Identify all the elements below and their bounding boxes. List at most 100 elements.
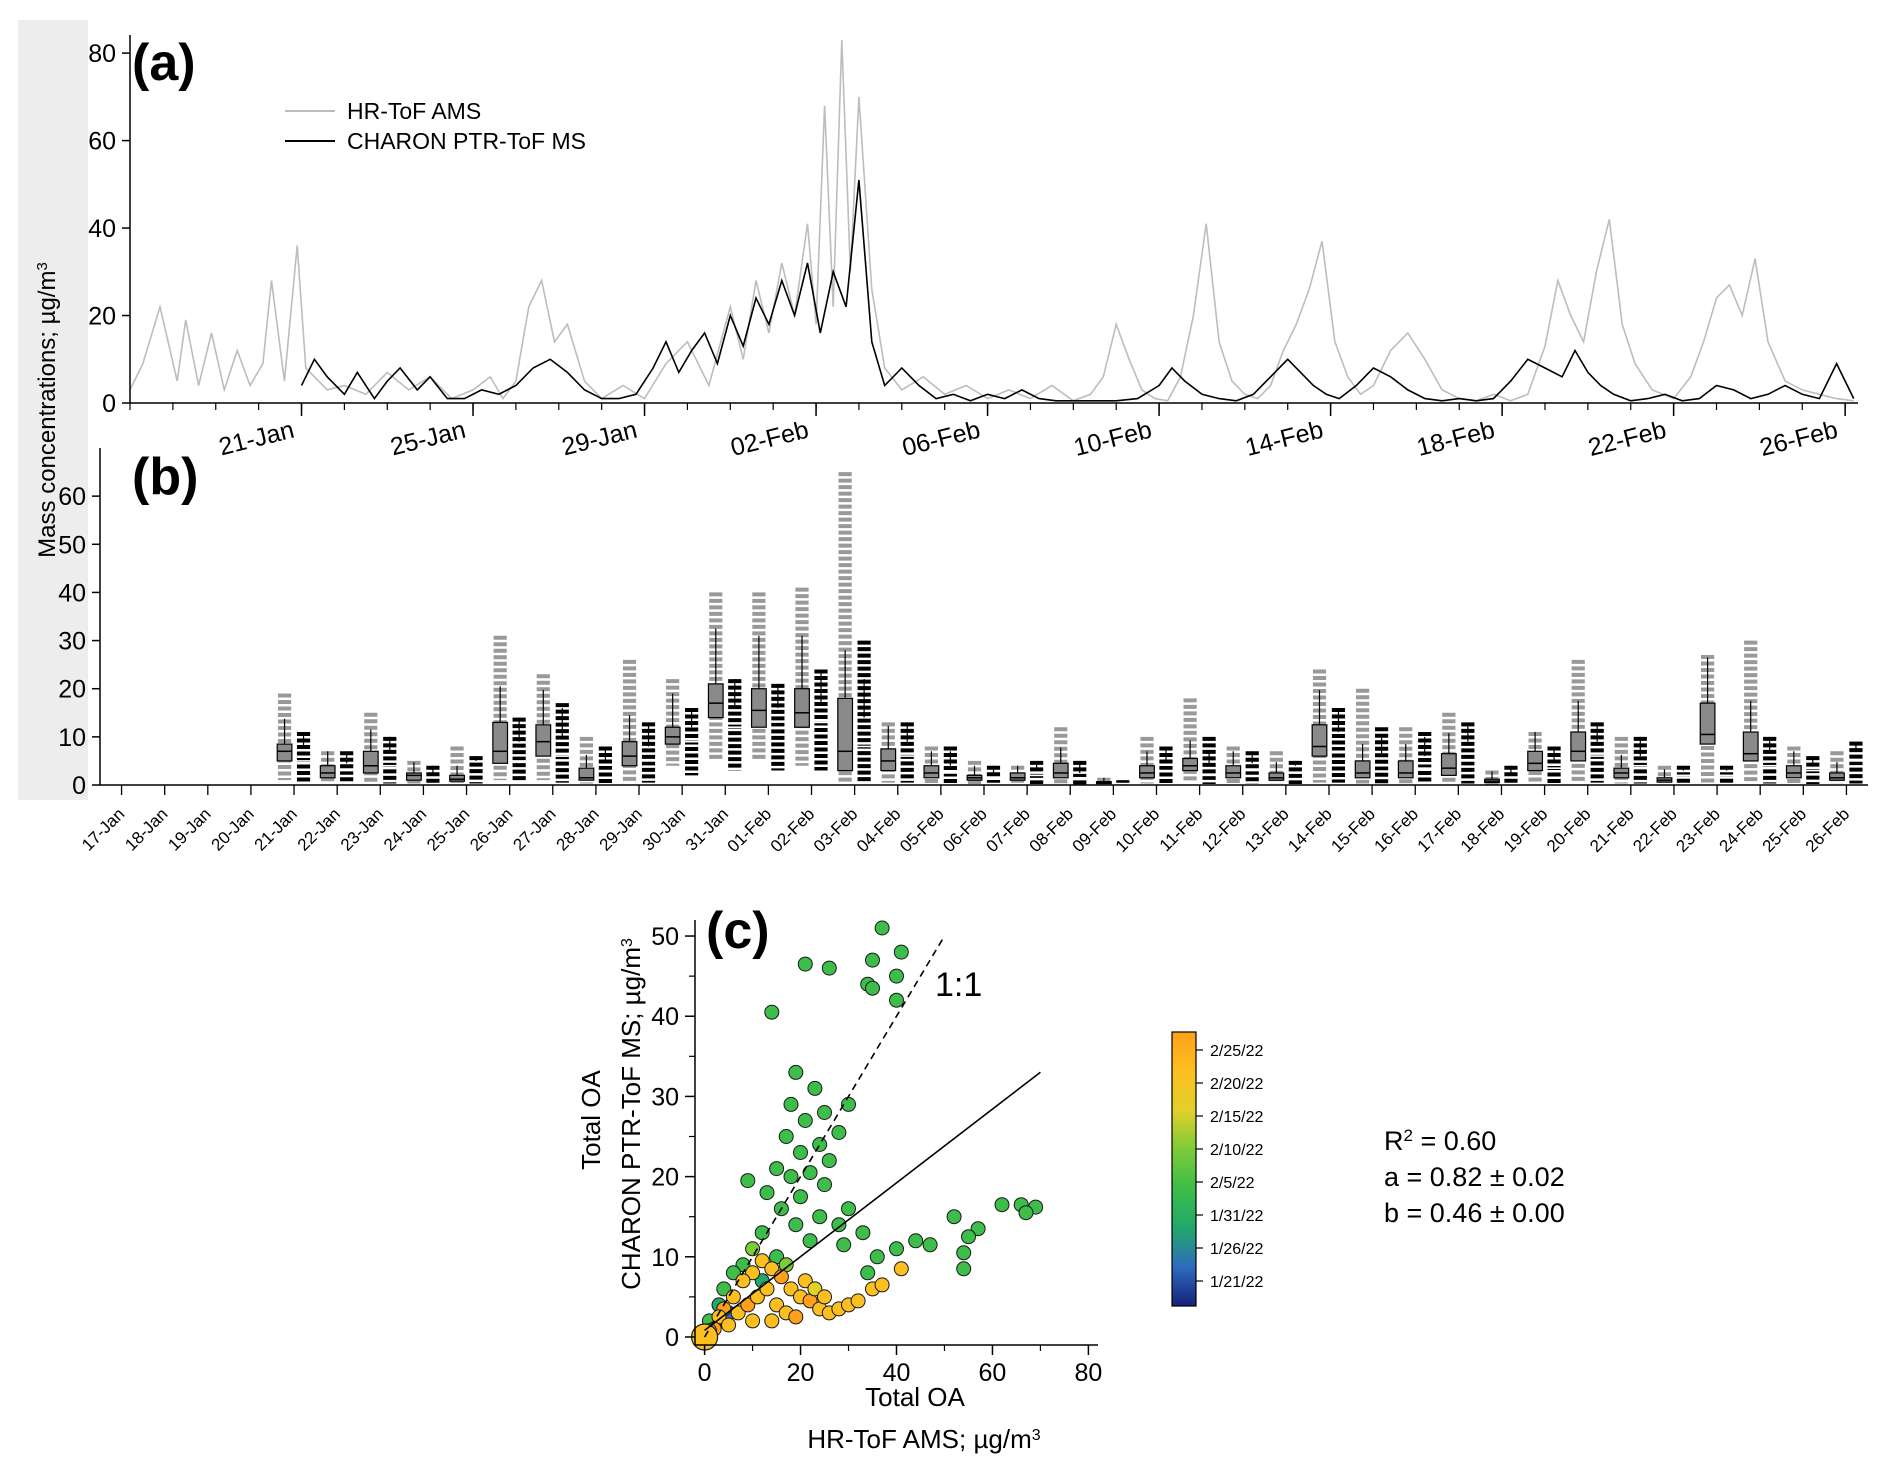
panel-b-ytick-label-30: 30	[58, 628, 86, 656]
panel-b-xtick-label-22: 08-Feb	[1026, 804, 1078, 856]
box-rect-ams-19	[923, 765, 940, 779]
panel-b-xtick-label-16: 02-Feb	[767, 804, 819, 856]
panel-b-ytick-label-40: 40	[58, 579, 86, 607]
panel-c-ytick-label-40: 40	[651, 1003, 679, 1031]
scatter-point-40	[956, 1245, 972, 1261]
scatter-point-48	[802, 1233, 818, 1249]
panel-a-ytick-label-80: 80	[88, 40, 116, 68]
scatter-point-5	[889, 968, 904, 984]
panel-b-xtick-label-17: 03-Feb	[810, 804, 862, 856]
scatter-point-4	[821, 960, 837, 976]
scatter-point-22	[802, 1165, 818, 1181]
panel-a-xtick-label-2: 29-Jan	[559, 416, 640, 462]
scatter-point-24	[740, 1173, 756, 1189]
panel-c-ytick-label-0: 0	[665, 1324, 679, 1352]
scatter-point-36	[961, 1229, 976, 1245]
scatter-point-19	[793, 1145, 808, 1160]
panel-b-xtick-label-9: 26-Jan	[466, 804, 516, 854]
scatter-point-94	[721, 1317, 737, 1333]
panel-c-ytick-label-20: 20	[651, 1164, 679, 1192]
scatter-point-27	[793, 1189, 808, 1205]
panel-a: (a) 0 20 40 60 80 21-Jan 25-Jan 29-Jan 02-Feb 06…	[88, 34, 1858, 462]
panel-b-ytick-label-60: 60	[58, 483, 86, 511]
panel-a-series-layer	[129, 39, 1855, 402]
panel-c: (c) 0 20 40 60 80 0 10 20 30 40 50 1:1 Total OA HR…	[576, 902, 1565, 1454]
panel-a-xtick-label-1: 25-Jan	[388, 416, 469, 462]
box-rect-ams-39	[1785, 765, 1802, 779]
panel-a-ytick-label-20: 20	[88, 303, 116, 331]
legend-label-charon: CHARON PTR-ToF MS	[347, 128, 586, 154]
scatter-point-8	[889, 992, 904, 1008]
box-rect-ams-16	[794, 688, 810, 728]
panel-b-label: (b)	[132, 448, 198, 506]
stat-b: b = 0.46 ± 0.00	[1384, 1198, 1565, 1228]
panel-a-xtick-label-7: 18-Feb	[1414, 416, 1498, 462]
panel-b-yaxis: 0 10 20 30 40 50 60	[58, 448, 101, 800]
scatter-point-64	[764, 1261, 780, 1277]
box-rect-ams-34	[1570, 731, 1587, 762]
colorbar-label-6: 1/26/22	[1210, 1241, 1263, 1258]
panel-b-xtick-label-7: 24-Jan	[380, 804, 430, 854]
panel-c-xtick-label-80: 80	[1074, 1359, 1102, 1387]
panel-c-ytick-label-50: 50	[651, 923, 679, 951]
scatter-point-7	[865, 980, 880, 996]
panel-a-xaxis: 21-Jan 25-Jan 29-Jan 02-Feb 06-Feb 10-Feb 14-F…	[129, 402, 1858, 462]
panel-a-xtick-label-6: 14-Feb	[1242, 416, 1326, 462]
panel-b-xtick-label-37: 23-Feb	[1672, 804, 1724, 856]
scatter-point-44	[831, 1217, 847, 1233]
box-rect-ams-28	[1311, 724, 1328, 757]
box-rect-ams-4	[276, 743, 293, 762]
colorbar-label-7: 1/21/22	[1210, 1274, 1263, 1291]
panel-a-label: (a)	[132, 34, 196, 92]
panel-b-xtick-label-25: 11-Feb	[1156, 804, 1207, 855]
box-rect-ams-29	[1354, 760, 1371, 779]
box-rect-ams-8	[449, 774, 465, 782]
box-rect-ams-25	[1182, 757, 1199, 772]
scatter-point-46	[788, 1217, 804, 1233]
colorbar-bar	[1171, 1031, 1197, 1307]
panel-b-xtick-label-33: 19-Feb	[1500, 804, 1552, 856]
scatter-point-28	[841, 1201, 856, 1217]
panel-c-xlabel2: HR-ToF AMS; µg/m3	[807, 1424, 1040, 1454]
scatter-point-10	[788, 1064, 804, 1080]
series-line-ams	[129, 39, 1854, 402]
panel-b-xtick-label-4: 21-Jan	[251, 804, 301, 854]
one-to-one-label: 1:1	[935, 966, 982, 1004]
panel-b-xtick-label-31: 17-Feb	[1414, 804, 1466, 856]
panel-b-ytick-label-0: 0	[72, 772, 86, 800]
scatter-point-97	[817, 1289, 832, 1305]
panel-a-xtick-label-3: 02-Feb	[728, 416, 812, 462]
box-rect-ams-33	[1527, 750, 1544, 772]
scatter-point-38	[922, 1237, 938, 1253]
scatter-point-41	[869, 1249, 885, 1265]
scatter-point-30	[994, 1197, 1010, 1213]
panel-b-xtick-label-8: 25-Jan	[423, 804, 473, 854]
panel-b-xtick-label-15: 01-Feb	[724, 804, 776, 856]
panel-b-xtick-label-32: 18-Feb	[1457, 804, 1509, 856]
scatter-point-78	[725, 1289, 741, 1305]
scatter-point-76	[893, 1261, 909, 1277]
scatter-point-16	[831, 1125, 847, 1140]
scatter-point-55	[725, 1265, 741, 1281]
box-rect-ams-7	[405, 772, 422, 781]
colorbar-label-4: 2/5/22	[1210, 1175, 1255, 1192]
box-rect-ams-37	[1699, 702, 1716, 745]
ylabel-band	[18, 20, 88, 800]
panel-b-xtick-label-36: 22-Feb	[1629, 804, 1681, 856]
scatter-point-39	[889, 1241, 904, 1257]
panel-a-legend: HR-ToF AMS CHARON PTR-ToF MS	[285, 98, 586, 154]
scatter-point-96	[807, 1281, 823, 1297]
panel-c-lines	[703, 935, 1041, 1338]
scatter-point-25	[817, 1177, 832, 1193]
colorbar: 2/25/22 2/20/22 2/15/22 2/10/22 2/5/22 1/31/2…	[1171, 1031, 1263, 1307]
panel-b-xtick-label-28: 14-Feb	[1284, 804, 1336, 856]
scatter-point-92	[764, 1313, 780, 1329]
box-rect-ams-40	[1829, 772, 1845, 781]
box-rect-ams-12	[621, 741, 638, 767]
scatter-point-17	[778, 1129, 794, 1144]
scatter-point-42	[956, 1261, 972, 1277]
panel-b-xtick-label-1: 18-Jan	[121, 804, 171, 854]
panel-a-yaxis: 0 20 40 60 80	[88, 35, 131, 418]
panel-b-xaxis: 17-Jan18-Jan19-Jan20-Jan21-Jan22-Jan23-J…	[78, 784, 1868, 856]
legend-label-ams: HR-ToF AMS	[347, 98, 481, 124]
